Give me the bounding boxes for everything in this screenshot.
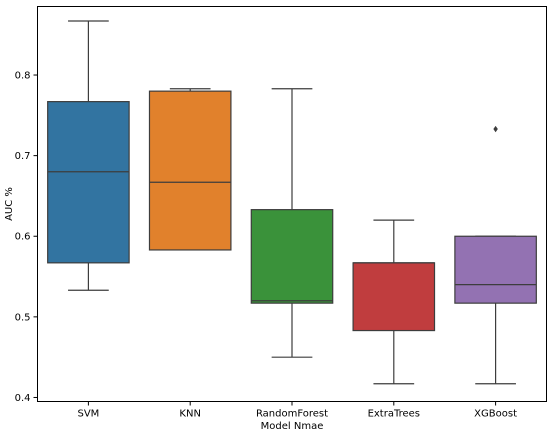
y-axis: 0.4 0.5 0.6 0.7 0.8 [15, 71, 38, 404]
box [352, 262, 436, 332]
x-tick-label: SVM [77, 409, 99, 420]
plot-marks [47, 20, 537, 385]
y-tick-label: 0.5 [15, 312, 31, 323]
box [148, 90, 232, 251]
box [454, 235, 537, 304]
box [250, 209, 334, 304]
x-axis: SVM KNN RandomForest ExtraTrees XGBoost [77, 401, 517, 420]
box-group-xgboost [454, 125, 537, 385]
x-tick-label: ExtraTrees [368, 409, 420, 420]
box [47, 101, 130, 264]
box-group-knn [148, 88, 232, 251]
box-group-randomforest [250, 88, 334, 358]
x-tick-label: KNN [179, 409, 201, 420]
x-tick-label: RandomForest [256, 409, 328, 420]
y-tick-label: 0.8 [15, 71, 31, 82]
y-tick-label: 0.4 [15, 393, 31, 404]
box-group-svm [47, 20, 130, 291]
y-tick-label: 0.7 [15, 151, 31, 162]
outlier-point [493, 125, 498, 133]
x-axis-label: Model Nmae [261, 421, 324, 432]
y-axis-label: AUC % [4, 187, 15, 221]
y-tick-label: 0.6 [15, 232, 31, 243]
box-group-extratrees [352, 219, 436, 385]
x-tick-label: XGBoost [474, 409, 517, 420]
